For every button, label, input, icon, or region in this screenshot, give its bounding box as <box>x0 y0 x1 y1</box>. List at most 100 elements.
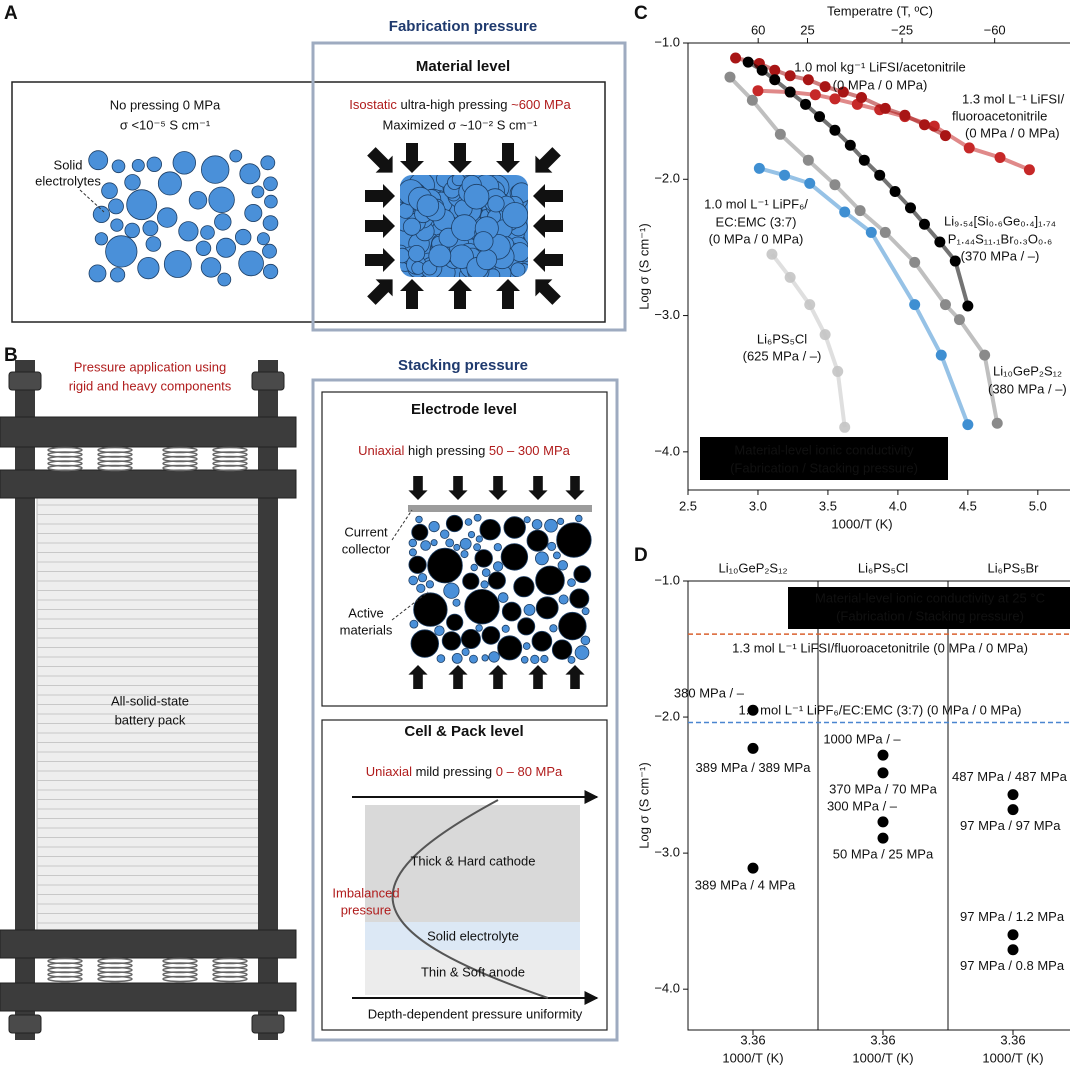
data-point <box>963 142 975 154</box>
data-point <box>979 349 991 361</box>
caption: Pressure application using <box>74 359 226 374</box>
electrolyte-layer <box>365 922 580 950</box>
series-label: (370 MPa / –) <box>961 248 1040 263</box>
pressure-arrow <box>367 147 393 173</box>
series-label: 1.0 mol L⁻¹ LiPF₆/ <box>704 196 808 211</box>
particle <box>517 617 536 636</box>
x-axis-title: 1000/T (K) <box>982 1050 1043 1065</box>
data-point <box>769 64 781 76</box>
x2-tick-label: −60 <box>984 22 1006 37</box>
panel-label: A <box>4 3 18 24</box>
particle <box>503 516 526 539</box>
point-label: 50 MPa / 25 MPa <box>833 847 934 862</box>
particle <box>520 655 529 664</box>
highlight: 50 – 300 MPa <box>489 443 571 458</box>
pressure-arrow <box>448 475 468 501</box>
particle <box>263 176 278 192</box>
highlight-box <box>311 378 619 1042</box>
particle <box>476 249 498 271</box>
particle <box>428 520 440 533</box>
point-label: 389 MPa / 389 MPa <box>696 760 812 775</box>
callout-line <box>391 591 429 621</box>
caption: rigid and heavy components <box>69 378 232 393</box>
particle <box>417 573 428 583</box>
pressure-text: Uniaxial mild pressing 0 – 80 MPa <box>366 764 563 779</box>
callout: collector <box>342 541 391 556</box>
box-title: Cell & Pack level <box>404 723 523 740</box>
data-point <box>939 130 951 142</box>
particle <box>88 264 107 283</box>
data-point <box>962 300 974 312</box>
pack-label: battery pack <box>115 712 186 727</box>
particle <box>487 571 506 590</box>
charts: C −1.0 −2.0 −3.0 −4.0 2.5 3.0 3.5 4.0 4.5 5.0 60 25 −… <box>634 3 1070 1065</box>
highlight-box <box>311 41 627 332</box>
data-point <box>991 417 1003 429</box>
particle <box>88 150 109 171</box>
data-point <box>899 109 911 121</box>
particle <box>445 538 455 548</box>
y-tick-label: −3.0 <box>654 845 680 860</box>
particle <box>556 517 565 526</box>
annotation-box <box>700 437 948 480</box>
bolt <box>251 371 285 391</box>
spring <box>162 464 198 472</box>
y-axis-title: Log σ (S cm⁻¹) <box>636 223 651 309</box>
annotation-box <box>788 587 1070 629</box>
particle <box>569 588 590 609</box>
data-point <box>918 119 930 131</box>
particle <box>260 155 276 171</box>
particle <box>573 565 592 583</box>
callout: pressure <box>341 902 392 917</box>
rod <box>15 360 35 1040</box>
particle <box>440 529 450 539</box>
data-point <box>769 74 781 86</box>
series-label: 1.3 mol L⁻¹ LiFSI/ <box>962 91 1065 106</box>
particle <box>402 217 421 236</box>
right-text: Isostatic ultra-high pressing ~600 MPa <box>349 97 571 112</box>
pressure-arrow <box>535 147 561 173</box>
particle <box>262 243 277 259</box>
x-tick-label: 3.36 <box>1000 1032 1025 1047</box>
plate <box>0 929 297 959</box>
particle <box>111 159 126 174</box>
particle <box>411 523 429 541</box>
data-point <box>858 154 870 166</box>
text: mild pressing <box>412 764 496 779</box>
data-point <box>877 816 889 828</box>
x2-tick-label: −25 <box>891 22 913 37</box>
right-text: Maximized σ ~10⁻² S cm⁻¹ <box>382 117 538 132</box>
data-point <box>1007 804 1019 816</box>
data-point <box>844 139 856 151</box>
particle <box>459 538 472 550</box>
particle <box>481 568 491 577</box>
point-label: 487 MPa / 487 MPa <box>952 769 1068 784</box>
series-label: fluoroacetonitrile <box>952 108 1047 123</box>
particle <box>142 220 159 237</box>
series-label: 1.0 mol kg⁻¹ LiFSI/acetonitrile <box>794 59 966 74</box>
particle <box>101 182 118 200</box>
particle <box>581 607 590 616</box>
data-point <box>877 767 889 779</box>
pressure-arrow <box>448 143 472 173</box>
data-point <box>934 236 946 248</box>
particle <box>428 244 452 268</box>
pressure-arrow <box>365 214 395 238</box>
particle <box>92 205 111 223</box>
particle <box>461 648 470 657</box>
data-point <box>730 52 742 64</box>
pressure-arrow <box>400 279 424 309</box>
panel-label: C <box>634 3 648 24</box>
data-point <box>809 89 821 101</box>
series-label: Li₁₀GeP₂S₁₂ <box>993 363 1062 378</box>
particle <box>200 225 215 240</box>
left-text: σ <10⁻⁵ S cm⁻¹ <box>120 117 211 132</box>
spring <box>212 464 248 472</box>
data-point <box>918 218 930 230</box>
point-label: 389 MPa / 4 MPa <box>695 878 796 893</box>
data-point <box>746 94 758 106</box>
particle <box>481 654 489 662</box>
callout: Active <box>348 605 383 620</box>
pressure-arrow <box>448 279 472 309</box>
